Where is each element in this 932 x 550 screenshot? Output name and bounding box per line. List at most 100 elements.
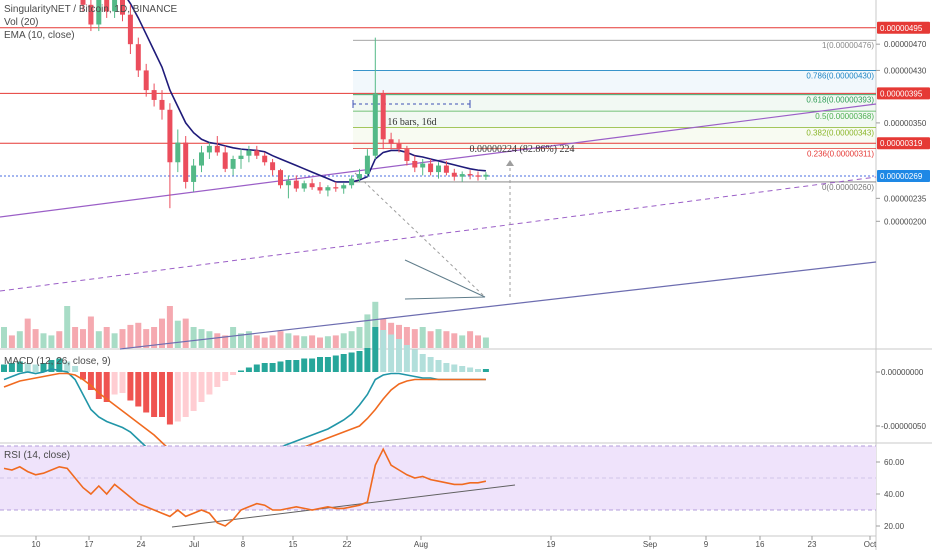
macd-histogram-bar <box>80 372 86 380</box>
candle-body <box>301 183 307 189</box>
candle-body <box>428 163 434 173</box>
fib-level-label: 0.786(0.00000430) <box>806 71 874 80</box>
price-tag-label: 0.00000269 <box>880 172 923 181</box>
volume-bar <box>182 318 189 348</box>
candle-body <box>285 180 291 186</box>
candle-body <box>183 142 189 182</box>
candle-body <box>364 155 370 175</box>
candle-body <box>404 149 410 161</box>
fib-level-label: 0(0.00000260) <box>822 183 874 192</box>
price-tick-label: 0.00000350 <box>884 119 927 128</box>
candle-body <box>270 162 276 171</box>
macd-histogram-bar <box>111 372 118 395</box>
candle-body <box>443 165 449 173</box>
volume-bar <box>482 337 489 348</box>
volume-bar <box>214 333 221 348</box>
macd-histogram-bar <box>214 372 221 387</box>
volume-bar <box>364 314 371 348</box>
volume-bar <box>143 329 150 348</box>
price-tag <box>877 21 930 34</box>
volume-bar <box>151 327 158 348</box>
candle-body <box>412 160 418 168</box>
macd-histogram-bar <box>159 372 165 417</box>
price-tick-label: 0.00000235 <box>884 194 927 203</box>
macd-histogram-bar <box>48 360 55 372</box>
macd-histogram-bar <box>427 357 434 372</box>
volume-bar <box>230 327 237 348</box>
candle-body <box>396 143 402 150</box>
macd-histogram-bar <box>174 372 181 422</box>
macd-histogram-bar <box>253 364 260 372</box>
macd-histogram-bar <box>64 361 71 372</box>
fib-zone <box>353 94 876 128</box>
volume-bar <box>372 301 379 348</box>
volume-bar <box>253 335 260 348</box>
candle-body <box>380 93 386 140</box>
rsi-tick-label: 40.00 <box>884 490 905 499</box>
volume-bar <box>103 327 110 348</box>
time-tick-label: 19 <box>547 540 556 549</box>
candle-body <box>143 70 149 91</box>
volume-bar <box>411 329 418 348</box>
candle-body <box>459 174 465 177</box>
macd-histogram-bar <box>190 372 197 411</box>
volume-bar <box>403 327 410 348</box>
candle-body <box>104 0 110 12</box>
price-tag-label: 0.00000319 <box>880 139 923 148</box>
candle-body <box>341 185 347 189</box>
rsi-indicator-label[interactable]: RSI (14, close) <box>4 450 71 461</box>
volume-bar <box>119 329 126 348</box>
volume-bar <box>127 324 134 348</box>
macd-histogram-bar <box>435 360 442 372</box>
volume-bar <box>340 333 347 348</box>
macd-indicator-label[interactable]: MACD (12, 26, close, 9) <box>4 356 111 367</box>
volume-bar <box>301 336 308 348</box>
ema-indicator-label[interactable]: EMA (10, close) <box>4 30 75 41</box>
volume-bar <box>8 335 15 348</box>
candle-body <box>246 150 252 156</box>
candle-body <box>436 165 441 173</box>
macd-histogram-bar <box>396 339 402 372</box>
macd-histogram-bar <box>245 367 252 372</box>
macd-histogram-bar <box>135 372 142 407</box>
rsi-line <box>3 447 487 527</box>
candle-body <box>222 152 228 169</box>
symbol-title[interactable]: SingularityNET / Bitcoin, 1D, BINANCE <box>4 4 178 15</box>
macd-histogram-bar <box>482 369 489 372</box>
macd-histogram-bar <box>277 361 284 372</box>
candle-body <box>357 174 362 179</box>
volume-indicator-label[interactable]: Vol (20) <box>4 17 39 28</box>
candle-body <box>191 165 197 182</box>
rsi-legend: RSI (14, close) <box>4 449 70 462</box>
price-tag-label: 0.00000495 <box>880 24 923 33</box>
price-tick-label: 0.00000430 <box>884 66 927 75</box>
volume-bar <box>64 306 71 348</box>
volume-bar <box>80 329 86 348</box>
rsi-tick-label: 20.00 <box>884 522 905 531</box>
macd-tick-label: -0.00000050 <box>881 422 926 431</box>
volume-bar <box>87 316 94 348</box>
macd-histogram-bar <box>103 372 110 402</box>
volume-bar <box>324 336 331 348</box>
volume-bar <box>16 331 23 348</box>
volume-bar <box>285 333 292 348</box>
time-tick-label: 15 <box>289 540 298 549</box>
volume-bar <box>277 331 284 348</box>
macd-legend: MACD (12, 26, close, 9) <box>4 355 111 368</box>
price-tag-label: 0.00000395 <box>880 89 923 98</box>
volume-bar <box>332 335 339 348</box>
macd-histogram-bar <box>332 355 339 372</box>
macd-histogram-bar <box>364 348 371 372</box>
candle-body <box>325 187 331 191</box>
projection-line <box>354 172 486 298</box>
volume-bar <box>269 335 276 348</box>
macd-histogram-bar <box>419 354 426 372</box>
fib-zone <box>353 70 876 95</box>
rsi-trendline <box>171 484 516 528</box>
volume-bar <box>206 331 213 348</box>
time-tick-label: Oct <box>864 540 877 549</box>
macd-histogram-bar <box>340 354 347 372</box>
macd-histogram-bar <box>356 351 363 372</box>
trend-channel-mid <box>0 176 877 292</box>
